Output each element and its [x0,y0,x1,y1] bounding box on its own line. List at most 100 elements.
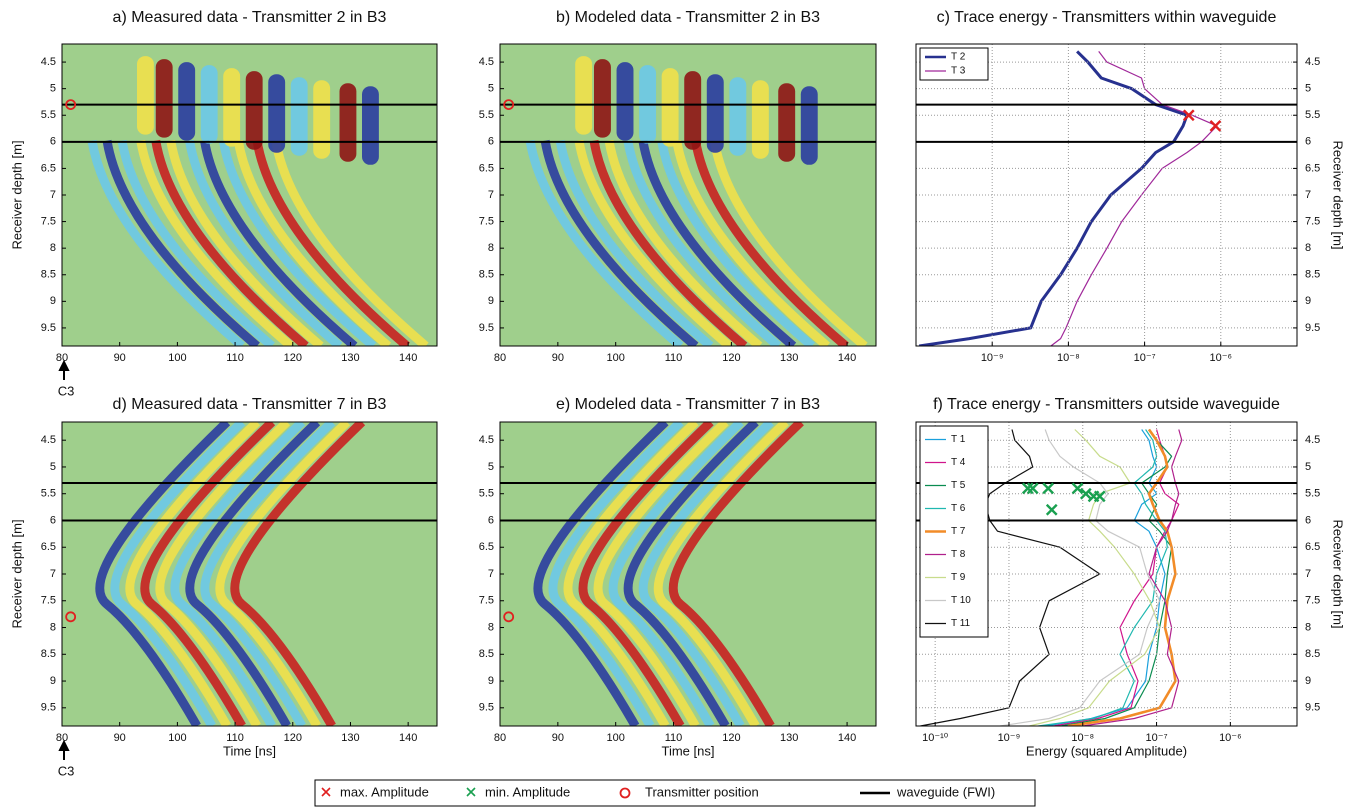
wave-band [706,74,724,153]
wave-band [117,139,275,346]
x-tick-label: 90 [114,352,126,364]
wave-band [657,139,815,346]
wave-band [95,422,231,726]
wave-band [110,422,246,726]
panel: e) Modeled data - Transmitter 7 in B3 80 9… [479,396,877,758]
y-tick-label: 8.5 [1305,269,1320,281]
y-tick-label: 7 [488,189,494,201]
x-tick-label: 100 [607,352,625,364]
panel-title: f) Trace energy - Transmitters outside w… [933,396,1280,413]
x-tick-label: 100 [607,732,625,744]
wave-band [638,422,774,726]
x-tick-label: 10⁻¹⁰ [922,732,949,744]
amplitude-marker [1042,482,1055,495]
x-tick-label: 10⁻⁸ [1071,732,1094,744]
x-tick-label: 140 [838,352,856,364]
wave-band [223,68,241,147]
wave-band [151,139,309,346]
x-tick-label: 110 [226,352,244,364]
wave-band [691,139,849,346]
amplitude-marker [1045,503,1058,516]
legend-label: T 4 [951,457,966,468]
wave-band [616,62,634,141]
y-tick-label: 6.5 [41,541,56,553]
y-tick-label: 7.5 [41,215,56,227]
wave-band [661,68,679,147]
legend-label: T 2 [951,52,966,63]
wave-band [709,139,868,346]
wave-band [623,422,759,726]
x-tick-label: 10⁻⁷ [1146,732,1168,744]
plot-frame [915,421,1298,727]
panel: a) Measured data - Transmitter 2 in B3 80… [9,9,438,398]
legend-label: T 10 [951,595,971,606]
x-tick-label: 10⁻⁶ [1210,352,1233,364]
series-line [1082,429,1183,726]
wave-band [271,139,429,346]
legend-box [919,47,989,81]
y-axis-label: Receiver depth [m] [9,519,24,628]
y-tick-label: 5.5 [1305,109,1320,121]
transmitter-marker [65,99,77,111]
panel: b) Modeled data - Transmitter 2 in B3 80 9… [479,9,877,364]
plot-frame [915,43,1298,347]
wave-band [684,71,702,150]
legend-label: T 6 [951,503,966,514]
wave-band [200,422,336,726]
legend-box [314,779,1036,807]
plot-area [62,44,437,346]
y-tick-label: 5.5 [41,109,56,121]
wave-band [548,422,684,726]
plot-area [916,422,1297,726]
y-tick-label: 8 [50,621,56,633]
wave-band [751,80,769,159]
wave-band [778,83,796,162]
x-tick-label: 10⁻⁹ [998,732,1021,744]
wave-band [136,139,294,346]
x-tick-label: 90 [552,352,564,364]
annotation-arrow [58,359,70,380]
wave-band [313,80,331,159]
y-tick-label: 9 [488,295,494,307]
y-tick-label: 5 [50,83,56,95]
plot-frame [61,43,438,347]
wave-band [230,422,366,726]
wave-band [102,139,260,346]
plot-frame [61,421,438,727]
wave-band [155,59,173,138]
wave-band [574,139,733,346]
y-tick-label: 7.5 [479,215,494,227]
legend-label: T 8 [951,549,966,560]
wave-band [339,83,357,162]
x-tick-label: 120 [722,352,740,364]
wave-band [555,139,714,346]
y-tick-label: 9 [50,675,56,687]
annotation-label: C3 [58,763,75,778]
x-tick-label: 90 [114,732,126,744]
transmitter-marker [65,611,77,623]
y-tick-label: 6.5 [1305,162,1320,174]
series-line [1050,51,1218,346]
wave-band [218,139,377,346]
y-tick-label: 9.5 [479,322,494,334]
legend-label: T 3 [951,66,966,77]
wave-band [638,139,797,346]
plot-frame [499,43,877,347]
wave-band [578,422,714,726]
x-tick-label: 10⁻⁸ [1057,352,1080,364]
x-tick-label: 140 [838,732,856,744]
y-tick-label: 9 [488,675,494,687]
x-tick-label: 100 [168,352,186,364]
legend-label: T 11 [951,618,971,629]
transmitter-marker [503,611,515,623]
wave-band [185,139,343,346]
wave-band [800,86,818,165]
wave-band [589,139,748,346]
wave-band [593,422,729,726]
x-tick-label: 80 [494,352,506,364]
legend-label: T 5 [951,480,966,491]
x-tick-label: 130 [780,732,798,744]
y-tick-label: 8 [50,242,56,254]
plot-area [500,44,876,346]
